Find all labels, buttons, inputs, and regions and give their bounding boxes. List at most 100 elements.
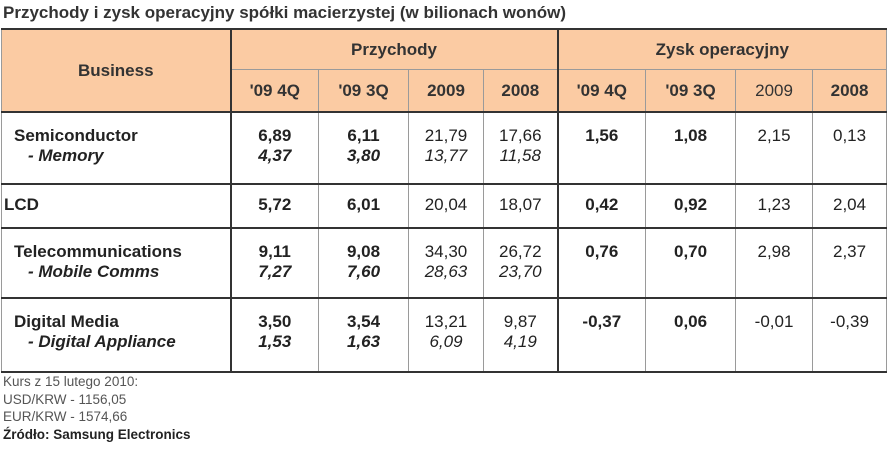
value: 3,50 xyxy=(258,312,292,331)
subvalue: 23,70 xyxy=(499,262,542,281)
header-period: 2008 xyxy=(482,69,559,113)
subvalue: 28,63 xyxy=(424,262,468,281)
value: 0,13 xyxy=(833,126,867,145)
value-cell: 0,76 xyxy=(556,227,647,299)
value-cell: 6,11 3,80 xyxy=(318,111,409,185)
value-cell: 0,92 xyxy=(645,183,737,229)
value: 9,08 xyxy=(346,242,381,261)
title: Przychody i zysk operacyjny spółki macie… xyxy=(3,3,567,22)
header-period: '09 4Q xyxy=(229,69,319,113)
subvalue: 4,19 xyxy=(503,332,537,351)
value: 13,21 xyxy=(424,312,468,331)
value: 6,89 xyxy=(258,126,292,145)
value: 2,37 xyxy=(833,242,867,261)
subvalue: 7,60 xyxy=(346,262,381,281)
value: 5,72 xyxy=(258,195,292,214)
table-row: Digital Media - Digital Appliance 3,50 1,53… xyxy=(1,297,888,373)
table: Business Przychody Zysk operacyjny '09 4Q '… xyxy=(1,28,888,373)
notes: Kurs z 15 lutego 2010: USD/KRW - 1156,05 E… xyxy=(3,373,191,443)
value-cell: -0,37 xyxy=(556,297,647,373)
value-cell: 26,72 23,70 xyxy=(482,227,559,299)
value: 17,66 xyxy=(499,126,542,145)
row-sublabel: - Mobile Comms xyxy=(28,262,160,281)
note: EUR/KRW - 1574,66 xyxy=(3,409,128,424)
row-label-cell: Semiconductor - Memory xyxy=(1,111,231,185)
value-cell: 5,72 xyxy=(229,183,319,229)
row-label-cell: LCD xyxy=(1,183,231,229)
value: 20,04 xyxy=(424,195,468,214)
header-period: '09 3Q xyxy=(645,69,737,113)
subvalue: 1,53 xyxy=(258,332,292,351)
value-cell: 3,50 1,53 xyxy=(229,297,319,373)
value-cell: 0,06 xyxy=(645,297,737,373)
subvalue: 1,63 xyxy=(346,332,381,351)
value-cell: 34,30 28,63 xyxy=(408,227,484,299)
header-period: '09 4Q xyxy=(556,69,647,113)
value-cell: 6,89 4,37 xyxy=(229,111,319,185)
subvalue: 11,58 xyxy=(499,146,541,165)
subvalue: 4,37 xyxy=(258,146,292,165)
value: 0,42 xyxy=(585,195,619,214)
row-label-cell: Digital Media - Digital Appliance xyxy=(1,297,231,373)
value: 6,01 xyxy=(346,195,381,214)
value-cell: 2,37 xyxy=(812,227,888,299)
value-cell: 0,13 xyxy=(812,111,888,185)
table-row: LCD 5,72 6,01 20,04 18,07 0,42 0,92 1,23 2,04 xyxy=(1,183,888,229)
value-cell: 9,87 4,19 xyxy=(482,297,559,373)
value: 0,92 xyxy=(674,195,708,214)
value-cell: 17,66 11,58 xyxy=(482,111,559,185)
value-cell: -0,01 xyxy=(735,297,814,373)
value-cell: -0,39 xyxy=(812,297,888,373)
note: USD/KRW - 1156,05 xyxy=(3,391,127,407)
table-row: Telecommunications - Mobile Comms 9,11 7,27… xyxy=(1,227,888,299)
value: 1,08 xyxy=(674,126,708,145)
subvalue: 3,80 xyxy=(346,146,381,165)
value: -0,37 xyxy=(582,312,622,331)
value-cell: 9,08 7,60 xyxy=(318,227,409,299)
row-label-cell: Telecommunications - Mobile Comms xyxy=(1,227,231,299)
value-cell: 2,15 xyxy=(735,111,814,185)
header-period: '09 3Q xyxy=(318,69,409,113)
value: 21,79 xyxy=(424,126,468,145)
value-cell: 0,42 xyxy=(556,183,647,229)
value-cell: 21,79 13,77 xyxy=(408,111,484,185)
source: Źródło: Samsung Electronics xyxy=(3,426,191,442)
subvalue: 6,09 xyxy=(429,332,463,351)
value: 2,04 xyxy=(833,195,867,214)
value-cell: 1,23 xyxy=(735,183,814,229)
value: 34,30 xyxy=(424,242,468,261)
value: 9,11 xyxy=(258,242,291,261)
value: 18,07 xyxy=(499,195,542,214)
value-cell: 1,56 xyxy=(556,111,647,185)
note: Kurs z 15 lutego 2010: xyxy=(3,374,139,389)
value: 2,15 xyxy=(757,126,791,145)
value: 26,72 xyxy=(499,242,542,261)
value: 0,76 xyxy=(585,242,619,261)
row-label: Telecommunications xyxy=(14,242,182,261)
value-cell: 0,70 xyxy=(645,227,737,299)
subvalue: 7,27 xyxy=(258,262,292,281)
value: 9,87 xyxy=(503,312,537,331)
subvalue: 13,77 xyxy=(424,146,468,165)
value-cell: 20,04 xyxy=(408,183,484,229)
value-cell: 1,08 xyxy=(645,111,737,185)
value: -0,39 xyxy=(830,312,869,331)
table-row: Semiconductor - Memory 6,89 4,37 6,11 3,80 21,… xyxy=(1,111,888,185)
row-label: Digital Media xyxy=(14,312,119,331)
value-cell: 13,21 6,09 xyxy=(408,297,484,373)
row-label: LCD xyxy=(4,195,39,214)
row-sublabel: - Memory xyxy=(28,146,104,165)
header-group: Przychody xyxy=(229,28,559,70)
value: 3,54 xyxy=(346,312,381,331)
value: 1,23 xyxy=(757,195,791,214)
row-label: Semiconductor xyxy=(14,126,138,145)
value: 2,98 xyxy=(757,242,791,261)
header-period: 2009 xyxy=(408,69,484,113)
value-cell: 2,98 xyxy=(735,227,814,299)
value: 0,06 xyxy=(674,312,708,331)
value: 0,70 xyxy=(674,242,708,261)
value: 6,11 xyxy=(347,126,380,145)
value: 1,56 xyxy=(585,126,619,145)
value-cell: 18,07 xyxy=(482,183,559,229)
